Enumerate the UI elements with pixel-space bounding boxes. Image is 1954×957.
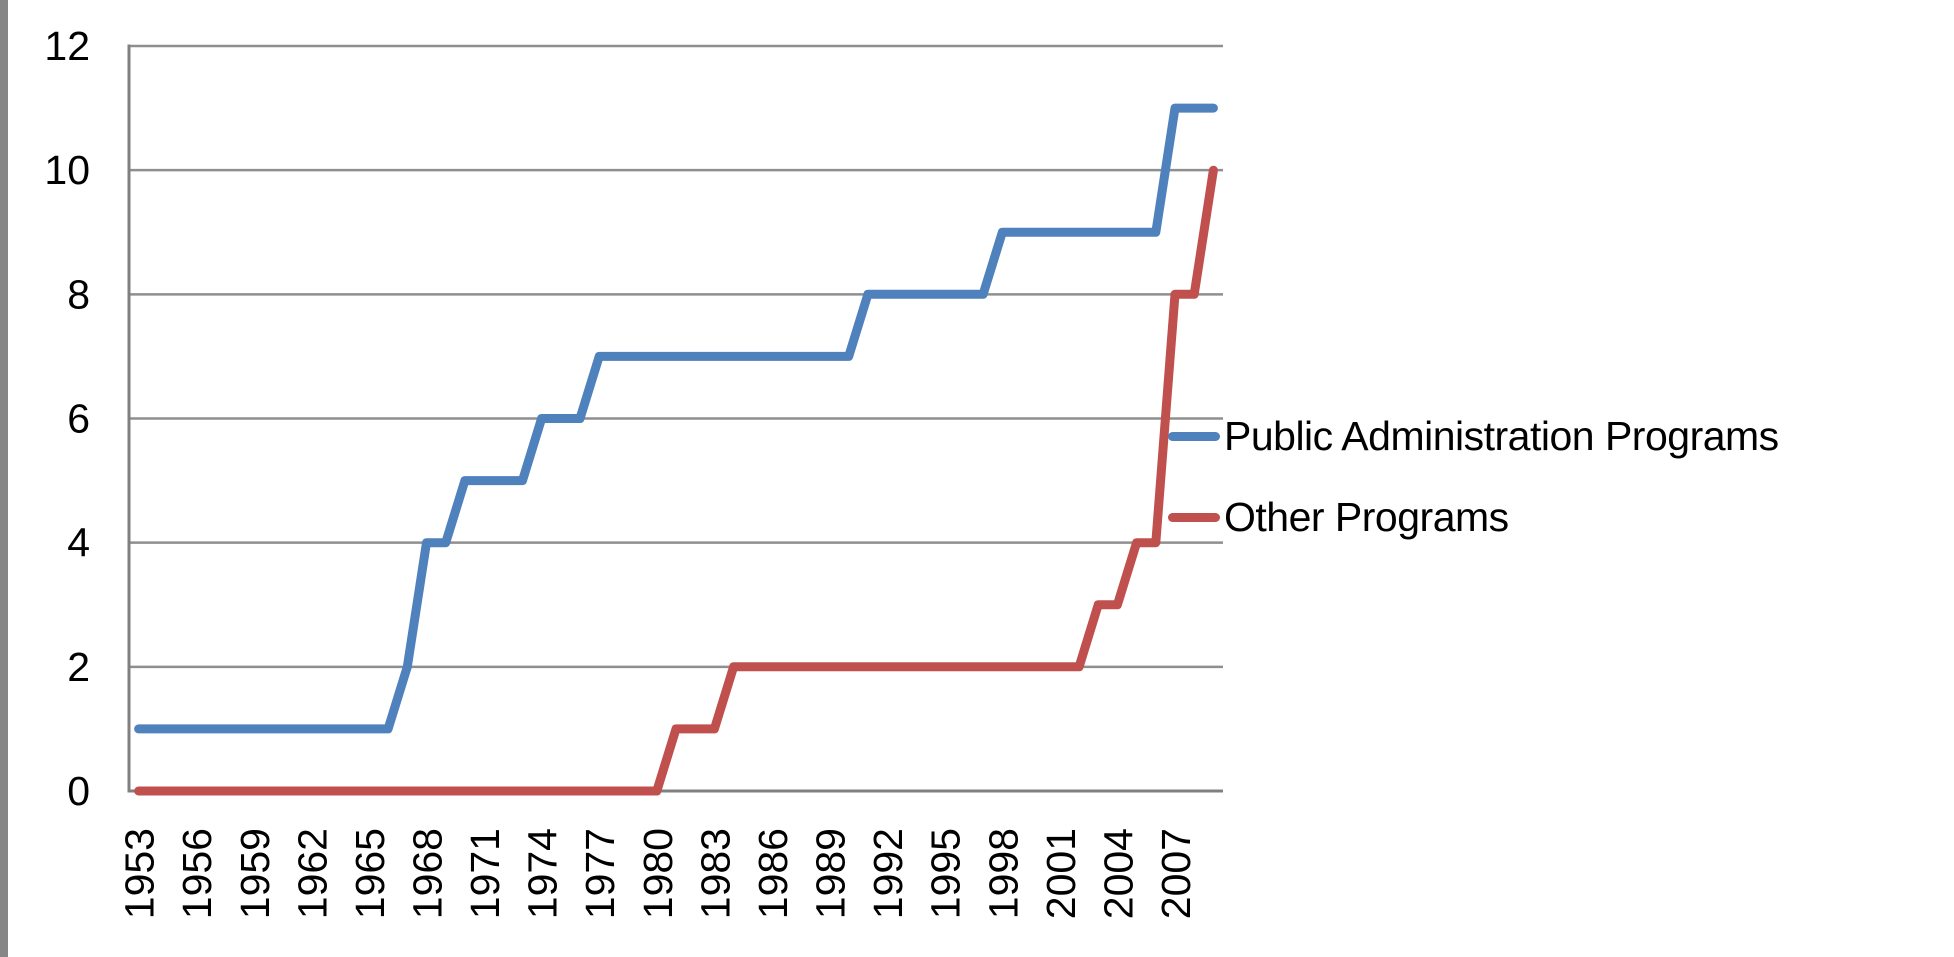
x-tick-label: 2007: [1153, 828, 1199, 919]
x-tick-label: 2001: [1038, 828, 1084, 919]
x-tick-label: 1989: [808, 828, 854, 919]
x-axis-tick-labels: 1953 1956 1959 1962 1965 1968 1971 1974 1977 1980…: [117, 828, 1199, 919]
series-line-public-administration-programs: [134, 103, 1218, 734]
y-tick-label: 0: [67, 768, 90, 814]
x-tick-label: 1977: [577, 828, 623, 919]
x-tick-label: 1974: [520, 828, 566, 919]
gridlines: [129, 44, 1223, 793]
series-lines: [134, 103, 1218, 796]
x-tick-label: 1959: [232, 828, 278, 919]
y-axis-tick-labels: 0 2 4 6 8 10 12: [44, 23, 90, 814]
x-tick-label: 2004: [1095, 828, 1141, 919]
legend-item-other-programs: Other Programs: [1168, 494, 1509, 541]
x-tick-label: 1998: [980, 828, 1026, 919]
x-tick-label: 1983: [692, 828, 738, 919]
y-tick-label: 10: [44, 147, 90, 193]
x-tick-label: 1971: [462, 828, 508, 919]
legend-label: Other Programs: [1224, 494, 1509, 540]
x-tick-label: 1956: [174, 828, 220, 919]
x-tick-label: 1992: [865, 828, 911, 919]
window-edge-strip: [0, 0, 8, 957]
legend-label: Public Administration Programs: [1224, 413, 1779, 459]
legend-line-sample-red-icon: [1168, 513, 1220, 522]
y-tick-label: 2: [67, 644, 90, 690]
x-tick-label: 1962: [289, 828, 335, 919]
x-tick-label: 1965: [347, 828, 393, 919]
y-tick-label: 4: [67, 520, 90, 566]
x-tick-label: 1995: [923, 828, 969, 919]
legend-line-sample-blue-icon: [1168, 432, 1220, 441]
y-tick-label: 6: [67, 396, 90, 442]
legend-item-public-administration-programs: Public Administration Programs: [1168, 413, 1779, 460]
x-tick-label: 1968: [404, 828, 450, 919]
x-tick-label: 1953: [117, 828, 163, 919]
x-tick-label: 1980: [635, 828, 681, 919]
x-tick-label: 1986: [750, 828, 796, 919]
series-line-other-programs: [134, 165, 1218, 796]
y-tick-label: 8: [67, 271, 90, 317]
y-tick-label: 12: [44, 23, 90, 69]
